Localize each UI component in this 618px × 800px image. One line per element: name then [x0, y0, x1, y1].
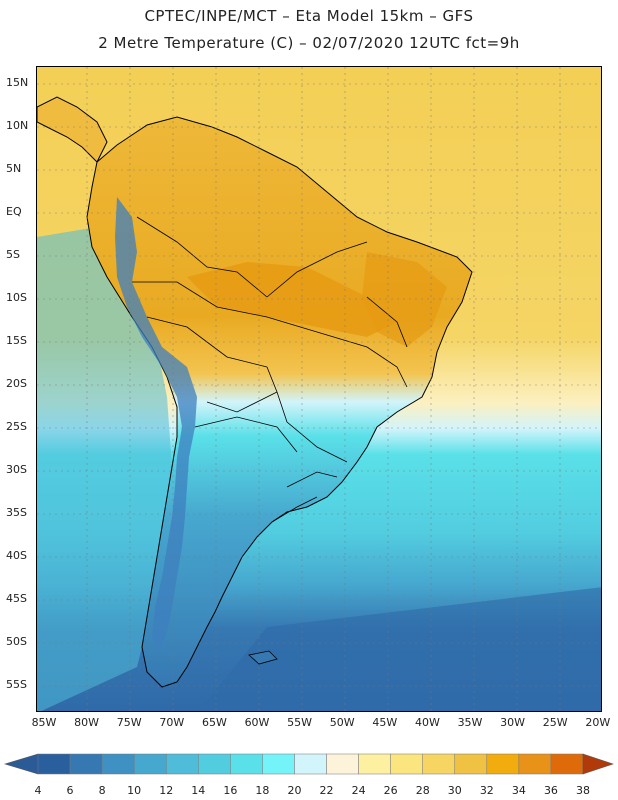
colorbar-cell	[326, 753, 359, 775]
lat-label: 15S	[6, 334, 27, 347]
lon-label: 20W	[585, 716, 611, 729]
pacific-cool-water	[37, 227, 177, 711]
lon-label: 70W	[159, 716, 185, 729]
colorbar-tick-label: 28	[415, 784, 430, 797]
colorbar-cell	[294, 753, 327, 775]
country-borders	[132, 216, 408, 523]
lon-label: 40W	[414, 716, 440, 729]
lat-label: 10N	[6, 119, 29, 132]
lat-label: 45S	[6, 592, 27, 605]
lat-label: 30S	[6, 463, 27, 476]
chart-title-line2: 2 Metre Temperature (C) – 02/07/2020 12U…	[98, 34, 520, 52]
map-canvas	[37, 67, 601, 711]
colorbar-right-arrow	[582, 753, 614, 775]
colorbar-tick-label: 34	[511, 784, 526, 797]
colorbar-cells	[3, 753, 614, 775]
colorbar-tick-label: 26	[383, 784, 398, 797]
lat-label: 15N	[6, 76, 29, 89]
lon-label: 85W	[31, 716, 57, 729]
lon-label: 80W	[74, 716, 100, 729]
lat-label: 10S	[6, 291, 27, 304]
border-line	[266, 366, 348, 463]
lat-label: 40S	[6, 549, 27, 562]
andes-cold-band	[115, 197, 197, 652]
colorbar-cell	[101, 753, 135, 775]
colorbar-tick-label: 36	[543, 784, 558, 797]
chart-title-line1: CPTEC/INPE/MCT – Eta Model 15km – GFS	[144, 7, 474, 25]
lon-label: 30W	[500, 716, 526, 729]
lon-label: 55W	[287, 716, 313, 729]
lat-label: 5N	[6, 162, 22, 175]
colorbar-cell	[133, 753, 167, 775]
colorbar-cell	[550, 753, 584, 775]
lat-label: 55S	[6, 678, 27, 691]
border-line	[206, 391, 278, 413]
colorbar-left-arrow	[3, 753, 39, 775]
border-line	[286, 471, 338, 488]
lat-label: 20S	[6, 377, 27, 390]
colorbar-tick-label: 38	[576, 784, 590, 797]
lon-label: 45W	[372, 716, 398, 729]
border-line	[132, 281, 318, 333]
colorbar-cell	[358, 753, 391, 775]
colorbar-tick-label: 8	[98, 784, 106, 797]
colorbar-tick-label: 32	[479, 784, 494, 797]
lat-label: EQ	[6, 205, 22, 218]
temperature-colorbar	[3, 753, 614, 775]
lat-label: 5S	[6, 248, 20, 261]
lat-label: 50S	[6, 635, 27, 648]
lon-label: 25W	[542, 716, 568, 729]
colorbar-tick-label: 10	[127, 784, 142, 797]
lon-label: 75W	[116, 716, 142, 729]
colorbar-tick-label: 14	[191, 784, 206, 797]
colorbar-cell	[37, 753, 71, 775]
colorbar-cell	[390, 753, 423, 775]
colorbar-tick-label: 6	[66, 784, 74, 797]
colorbar-tick-label: 22	[319, 784, 334, 797]
colorbar-tick-label: 16	[223, 784, 238, 797]
central-america	[37, 96, 108, 163]
colorbar-cell	[422, 753, 456, 775]
colorbar-cell	[518, 753, 552, 775]
colorbar-cell	[69, 753, 103, 775]
colorbar-tick-label: 12	[159, 784, 174, 797]
colorbar-tick-label: 18	[255, 784, 270, 797]
colorbar-cell	[165, 753, 199, 775]
falkland-islands	[248, 650, 278, 665]
northeast-hot-region	[362, 252, 447, 347]
border-line	[271, 496, 318, 523]
lon-label: 35W	[457, 716, 483, 729]
lon-label: 50W	[329, 716, 355, 729]
lon-label: 60W	[244, 716, 270, 729]
border-line	[136, 216, 268, 298]
map-frame[interactable]	[36, 66, 602, 712]
colorbar-tick-label: 4	[34, 784, 42, 797]
border-line	[266, 241, 368, 298]
lat-label: 25S	[6, 420, 27, 433]
colorbar-tick-label: 24	[351, 784, 366, 797]
lat-label: 35S	[6, 506, 27, 519]
amazon-hot-region	[187, 262, 397, 337]
border-line	[366, 296, 408, 348]
lon-label: 65W	[201, 716, 227, 729]
colorbar-tick-label: 20	[287, 784, 302, 797]
colorbar-cell	[262, 753, 295, 775]
colorbar-cell	[230, 753, 263, 775]
colorbar-cell	[486, 753, 520, 775]
border-line	[316, 331, 408, 388]
atlantic-cold-water	[198, 587, 601, 711]
graticule	[37, 67, 601, 711]
colorbar-cell	[198, 753, 231, 775]
colorbar-tick-label: 30	[447, 784, 462, 797]
colorbar-cell	[454, 753, 488, 775]
